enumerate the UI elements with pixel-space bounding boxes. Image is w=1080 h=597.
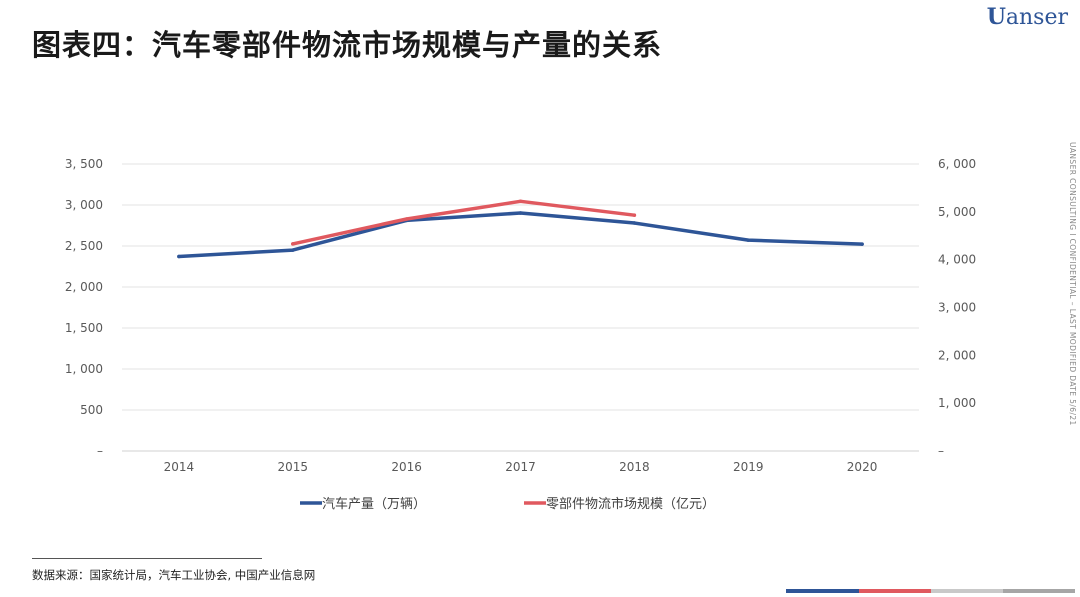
x-axis-tick-label: 2015 — [278, 460, 309, 474]
right-axis-tick-label: 2, 000 — [938, 348, 976, 362]
data-point — [291, 248, 295, 252]
left-axis-tick-label: 3, 000 — [65, 198, 103, 212]
x-axis-tick-label: 2018 — [619, 460, 650, 474]
x-axis-tick-label: 2016 — [391, 460, 422, 474]
data-point — [177, 254, 181, 259]
logo-text: anser — [1005, 5, 1068, 30]
legend-label: 零部件物流市场规模（亿元） — [546, 496, 715, 512]
data-point — [291, 242, 295, 246]
footer-bar-gray — [1003, 589, 1075, 593]
right-axis-tick-label: 3, 000 — [938, 301, 976, 315]
x-axis-tick-label: 2020 — [847, 460, 878, 474]
left-axis-tick-label: 1, 000 — [65, 362, 103, 376]
footer-bar-light-gray — [931, 589, 1003, 593]
series-line — [177, 211, 864, 259]
right-axis-tick-label: 5, 000 — [938, 205, 976, 219]
left-axis-tick-label: 1, 500 — [65, 321, 103, 335]
left-axis-tick-label: 2, 500 — [65, 239, 103, 253]
right-axis-tick-label: 1, 000 — [938, 396, 976, 410]
data-point — [518, 199, 523, 204]
data-point — [404, 217, 409, 221]
data-point — [518, 211, 523, 215]
right-axis-tick-label: 4, 000 — [938, 253, 976, 267]
data-point — [860, 242, 864, 246]
footer-bar-blue — [786, 589, 859, 593]
right-axis-tick-label: – — [938, 444, 944, 458]
left-axis-tick-label: 500 — [80, 403, 103, 417]
x-axis-tick-label: 2017 — [505, 460, 536, 474]
data-source: 数据来源：国家统计局，汽车工业协会, 中国产业信息网 — [32, 568, 316, 582]
x-axis-tick-label: 2014 — [164, 460, 195, 474]
data-point — [746, 238, 750, 242]
page-title: 图表四：汽车零部件物流市场规模与产量的关系 — [32, 28, 663, 62]
brand-logo: Uanser — [987, 4, 1068, 30]
series-line — [291, 199, 637, 246]
source-divider — [32, 558, 262, 559]
logo-mark: U — [986, 4, 1006, 30]
left-axis-tick-label: – — [97, 444, 103, 458]
legend-label: 汽车产量（万辆） — [322, 496, 426, 512]
footer-bar-red — [859, 589, 931, 593]
data-point — [632, 221, 637, 225]
left-axis-tick-label: 2, 000 — [65, 280, 103, 294]
right-axis-tick-label: 6, 000 — [938, 157, 976, 171]
left-axis-tick-label: 3, 500 — [65, 157, 103, 171]
x-axis-tick-label: 2019 — [733, 460, 764, 474]
data-point — [632, 213, 637, 217]
